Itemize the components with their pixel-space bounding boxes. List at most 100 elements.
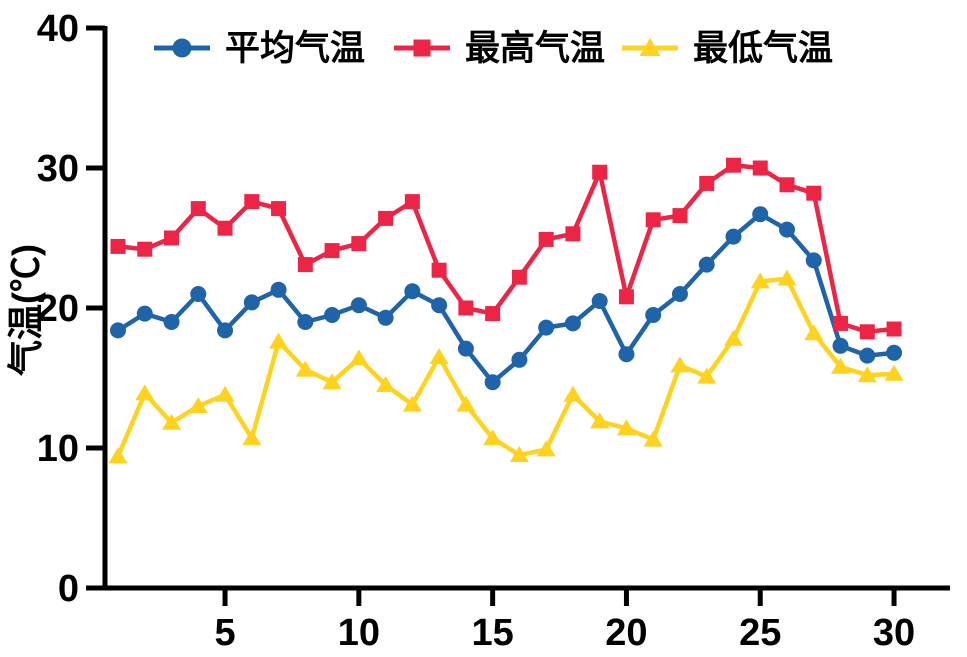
series-marker-average-temp [110,322,126,339]
series-marker-average-temp [350,297,367,314]
series-marker-average-temp [832,337,849,354]
series-marker-average-temp [457,340,474,357]
series-marker-min-temp [162,413,182,430]
series-marker-average-temp [297,314,314,330]
series-marker-max-temp [164,230,180,246]
legend-marker-max-temp [413,39,431,57]
x-tick-label: 10 [338,612,380,654]
series-marker-max-temp [137,241,153,257]
x-tick-label: 15 [471,612,513,654]
series-marker-max-temp [779,177,795,193]
series-marker-min-temp [269,332,289,349]
series-marker-max-temp [351,236,367,252]
series-marker-average-temp [725,228,742,245]
series-marker-average-temp [886,344,903,361]
series-marker-min-temp [857,366,877,383]
series-marker-average-temp [190,286,207,302]
x-tick-label: 5 [214,612,235,654]
series-marker-max-temp [592,164,608,180]
series-marker-average-temp [859,347,876,364]
series-marker-max-temp [324,243,340,259]
series-marker-min-temp [322,373,342,390]
series-marker-min-temp [456,395,476,412]
series-marker-min-temp [723,329,743,346]
series-marker-min-temp [670,356,690,373]
series-marker-average-temp [564,315,581,332]
series-marker-min-temp [215,385,235,402]
y-tick-label: 10 [37,428,79,470]
series-marker-average-temp [779,221,795,238]
series-marker-min-temp [188,397,208,413]
series-marker-max-temp [806,185,822,201]
series-marker-min-temp [750,272,770,289]
series-marker-max-temp [752,160,768,176]
legend-label-max-temp: 最高气温 [465,29,605,68]
series-marker-max-temp [190,201,206,217]
series-marker-min-temp [563,385,583,402]
series-marker-average-temp [591,293,608,309]
series-marker-average-temp [698,256,715,273]
series-line-min-temp [115,276,897,459]
series-marker-min-temp [616,419,636,436]
series-marker-average-temp [752,206,769,223]
y-tick-label: 30 [37,148,79,190]
series-marker-max-temp [297,257,313,273]
series-marker-max-temp [378,210,394,226]
y-axis-title: 气温(℃) [5,244,46,376]
legend-label-average-temp: 平均气温 [225,29,365,68]
series-marker-average-temp [538,319,555,336]
series-marker-min-temp [376,376,396,392]
series-marker-max-temp [565,226,581,242]
series-marker-average-temp [484,374,501,391]
series-marker-min-temp [483,429,503,446]
series-marker-min-temp [135,384,155,401]
series-marker-average-temp [163,314,180,330]
series-line-max-temp [115,162,897,335]
legend-marker-average-temp [172,38,192,58]
series-marker-max-temp [217,220,233,236]
series-marker-max-temp [244,194,260,210]
series-marker-average-temp [324,307,341,323]
y-tick-label: 20 [37,288,79,330]
series-marker-min-temp [108,447,128,464]
series-marker-max-temp [538,231,554,247]
legend-marker-min-temp [639,38,661,56]
series-marker-min-temp [804,324,824,341]
series-marker-min-temp [697,367,717,384]
x-tick-label: 20 [605,612,647,654]
x-tick-label: 25 [739,612,781,654]
legend-item-average-temp: 平均气温 [154,29,365,68]
series-marker-min-temp [429,348,449,364]
series-marker-max-temp [618,289,634,305]
series-marker-min-temp [831,357,851,374]
x-tick-label: 30 [873,612,915,654]
series-marker-average-temp [645,307,662,323]
series-marker-min-temp [349,349,369,366]
series-marker-average-temp [511,351,528,368]
series-marker-min-temp [590,412,610,429]
series-marker-min-temp [295,360,315,377]
series-marker-min-temp [536,440,556,457]
series-marker-max-temp [431,262,447,278]
series-marker-max-temp [458,300,474,316]
series-marker-average-temp [805,252,822,269]
series-marker-min-temp [777,269,797,286]
series-marker-max-temp [645,212,661,228]
series-marker-average-temp [671,286,688,302]
y-tick-label: 0 [58,568,79,610]
series-marker-average-temp [431,297,448,314]
series-marker-average-temp [136,305,153,322]
legend-item-min-temp: 最低气温 [622,29,833,68]
series-marker-max-temp [110,238,126,254]
series-marker-max-temp [833,315,849,331]
series-marker-average-temp [404,283,421,300]
series-marker-average-temp [377,309,394,326]
series-marker-min-temp [643,430,663,447]
series-marker-max-temp [404,194,420,210]
series-marker-max-temp [271,201,287,217]
series-marker-min-temp [509,446,529,462]
series-marker-max-temp [672,208,688,224]
series-marker-average-temp [270,281,287,298]
